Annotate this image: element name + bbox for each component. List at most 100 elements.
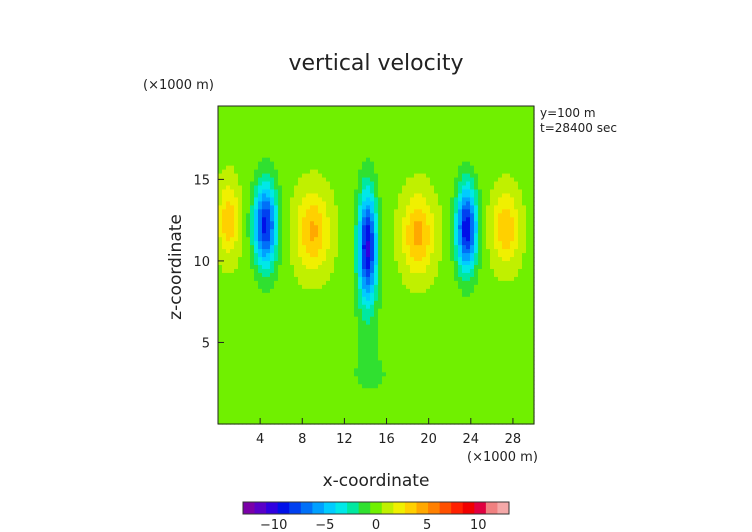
heatmap-cell [318,272,323,278]
heatmap-cell [366,173,371,179]
heatmap-cell [242,312,247,318]
heatmap-cell [354,344,359,350]
heatmap-cell [294,408,299,413]
heatmap-cell [322,257,327,262]
heatmap-cell [246,213,251,218]
heatmap-cell [302,165,307,171]
heatmap-cell [246,189,251,195]
heatmap-cell [426,129,431,135]
heatmap-cell [426,137,431,143]
heatmap-cell [446,229,451,234]
heatmap-cell [266,404,271,409]
heatmap-cell [462,145,467,151]
heatmap-cell [414,408,419,413]
heatmap-cell [286,265,291,270]
heatmap-cell [458,121,463,127]
heatmap-cell [354,153,359,159]
heatmap-cell [458,272,463,278]
heatmap-cell [266,261,271,266]
heatmap-cell [346,133,351,139]
heatmap-cell [422,380,427,385]
heatmap-cell [326,265,331,270]
heatmap-cell [254,412,259,417]
heatmap-cell [282,237,287,242]
heatmap-cell [458,412,463,417]
heatmap-cell [234,328,239,334]
heatmap-cell [346,173,351,179]
heatmap-cell [418,364,423,369]
heatmap-cell [382,225,387,230]
heatmap-cell [454,265,459,270]
heatmap-cell [274,268,279,274]
heatmap-cell [246,320,251,326]
heatmap-cell [454,213,459,218]
heatmap-cell [222,400,227,405]
heatmap-cell [394,193,399,199]
heatmap-cell [290,117,295,123]
heatmap-cell [358,145,363,151]
heatmap-cell [454,161,459,167]
heatmap-cell [218,284,223,290]
heatmap-cell [342,320,347,326]
heatmap-cell [442,340,447,346]
heatmap-cell [438,185,443,191]
heatmap-cell [398,209,403,214]
heatmap-cell [318,344,323,350]
heatmap-cell [226,149,231,155]
heatmap-cell [258,249,263,254]
heatmap-cell [422,181,427,187]
heatmap-cell [278,237,283,242]
heatmap-cell [406,189,411,195]
heatmap-cell [306,284,311,290]
heatmap-cell [370,280,375,286]
heatmap-cell [350,412,355,417]
heatmap-cell [378,125,383,131]
heatmap-cell [410,181,415,187]
heatmap-cell [226,133,231,139]
heatmap-cell [354,396,359,401]
heatmap-cell [430,125,435,131]
heatmap-cell [294,324,299,330]
heatmap-cell [438,221,443,226]
heatmap-cell [286,221,291,226]
heatmap-cell [222,213,227,218]
heatmap-cell [278,261,283,266]
heatmap-cell [310,261,315,266]
heatmap-cell [302,360,307,365]
heatmap-cell [286,368,291,373]
heatmap-cell [378,109,383,115]
heatmap-cell [338,261,343,266]
heatmap-cell [270,308,275,314]
heatmap-cell [374,392,379,397]
heatmap-cell [350,109,355,115]
heatmap-cell [394,137,399,143]
heatmap-cell [250,173,255,179]
heatmap-cell [450,161,455,167]
heatmap-cell [386,276,391,282]
heatmap-cell [246,316,251,322]
heatmap-cell [286,408,291,413]
heatmap-cell [346,372,351,377]
heatmap-cell [262,257,267,262]
heatmap-cell [238,352,243,358]
heatmap-cell [246,356,251,362]
heatmap-cell [334,300,339,306]
heatmap-cell [282,404,287,409]
heatmap-cell [222,173,227,179]
heatmap-cell [390,169,395,175]
heatmap-cell [330,276,335,282]
heatmap-cell [394,320,399,326]
heatmap-cell [318,388,323,393]
heatmap-cell [282,288,287,294]
heatmap-cell [386,189,391,195]
heatmap-cell [402,344,407,350]
heatmap-cell [298,384,303,389]
heatmap-cell [414,412,419,417]
heatmap-cell [358,276,363,282]
heatmap-cell [262,384,267,389]
heatmap-cell [218,280,223,286]
heatmap-cell [330,400,335,405]
heatmap-cell [310,388,315,393]
heatmap-cell [302,308,307,314]
heatmap-cell [230,356,235,362]
